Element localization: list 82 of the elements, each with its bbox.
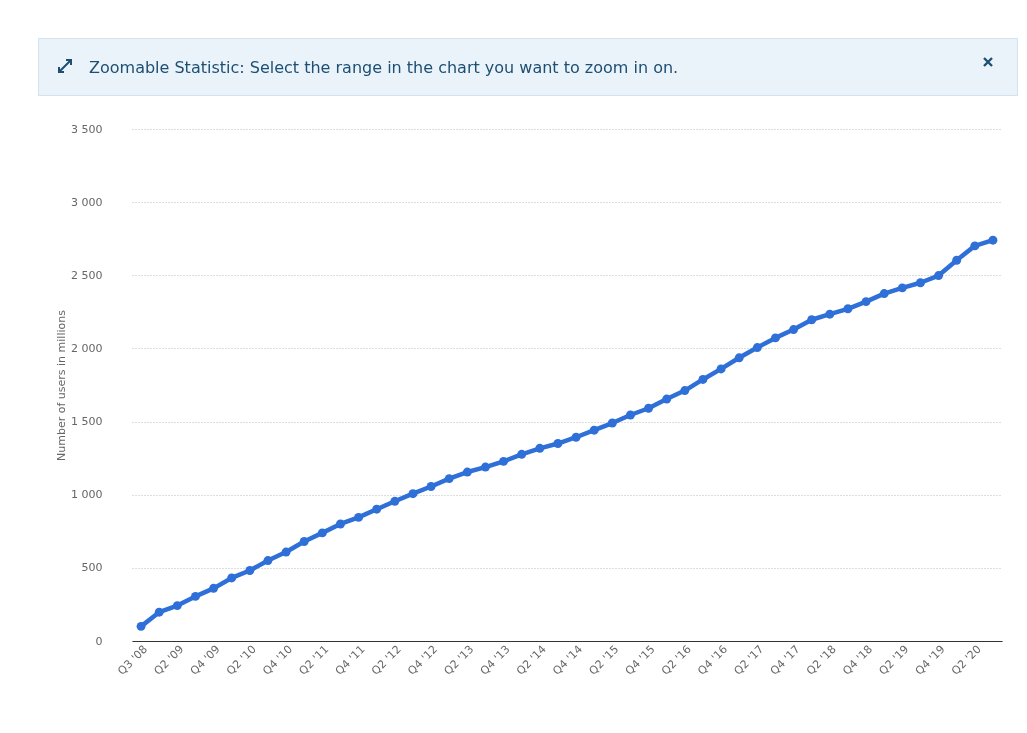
point [825, 309, 835, 319]
y-tick-label: 0 [95, 634, 103, 648]
point [154, 607, 164, 617]
y-tick-label: 3 500 [71, 122, 103, 136]
x-tick-label: Q4 '18 [840, 642, 876, 678]
x-tick-label: Q2 '11 [296, 642, 332, 678]
point [843, 304, 853, 314]
point [535, 443, 545, 453]
point [734, 353, 744, 363]
point [263, 556, 273, 566]
y-tick-label: 2 500 [71, 268, 103, 282]
point [172, 601, 182, 611]
x-tick-label: Q4 '10 [260, 642, 296, 678]
x-tick-label: Q4 '17 [767, 642, 803, 678]
point [607, 418, 617, 428]
x-tick-label: Q4 '12 [405, 642, 441, 678]
point [861, 297, 871, 307]
point [698, 374, 708, 384]
x-tick-label: Q3 '08 [115, 642, 151, 678]
x-tick-label: Q2 '12 [369, 642, 404, 678]
x-tick-label: Q2 '09 [151, 642, 187, 678]
point [281, 547, 291, 557]
point [770, 333, 780, 343]
point [517, 449, 527, 459]
x-tick-label: Q2 '17 [731, 642, 767, 678]
y-tick-label: 3 000 [71, 195, 103, 209]
x-tick-label: Q2 '15 [586, 642, 622, 678]
point [625, 410, 635, 420]
point [988, 235, 998, 245]
x-tick-label: Q4 '09 [187, 642, 223, 678]
x-tick-label: Q2 '13 [441, 642, 477, 678]
y-tick-label: 1 500 [71, 415, 103, 429]
point [915, 278, 925, 288]
point [245, 566, 255, 575]
x-tick-label: Q4 '14 [550, 642, 586, 678]
point [644, 403, 654, 413]
point [372, 504, 382, 514]
point [662, 394, 672, 404]
x-tick-label: Q4 '11 [332, 642, 368, 678]
x-tick-label: Q4 '13 [477, 642, 513, 678]
point [462, 467, 472, 477]
point [680, 386, 690, 396]
point [934, 271, 944, 281]
y-axis-title: Number of users in millions [55, 309, 69, 461]
point [589, 425, 599, 435]
x-tick-label: Q2 '18 [804, 642, 839, 678]
point [408, 489, 418, 499]
x-tick-label: Q4 '16 [695, 642, 731, 678]
point [299, 537, 309, 546]
y-tick-label: 1 000 [71, 488, 103, 502]
x-tick-label: Q2 '16 [659, 642, 694, 678]
point [897, 283, 907, 293]
point [716, 364, 726, 374]
point [190, 591, 200, 601]
point [879, 289, 889, 299]
point [480, 462, 490, 472]
x-tick-label: Q2 '19 [876, 642, 912, 678]
point [571, 432, 581, 442]
x-tick-label: Q4 '15 [622, 642, 658, 678]
point [553, 439, 563, 448]
point [789, 325, 799, 335]
x-tick-label: Q4 '19 [912, 642, 948, 678]
point [952, 255, 962, 265]
x-tick-label: Q2 '10 [224, 642, 259, 678]
point [335, 519, 345, 529]
x-tick-label: Q2 '14 [514, 642, 549, 678]
point [807, 315, 817, 325]
point [227, 573, 237, 583]
y-tick-label: 500 [81, 561, 103, 575]
point [390, 496, 400, 506]
point [970, 241, 980, 251]
point [444, 474, 454, 484]
point [354, 512, 364, 522]
text: Zoomable Statistic: Select the range in the chart you want to zoom in on. [89, 57, 679, 77]
point [499, 456, 509, 466]
y-tick-label: 2 000 [71, 341, 103, 355]
point [136, 621, 146, 631]
point [317, 528, 327, 538]
x-tick-label: Q2 '20 [949, 642, 984, 678]
point [209, 583, 219, 593]
point [426, 482, 436, 491]
point [752, 343, 762, 353]
